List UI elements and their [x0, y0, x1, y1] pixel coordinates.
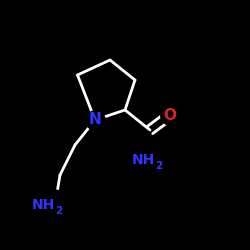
Text: NH: NH	[132, 153, 155, 167]
Text: O: O	[164, 108, 176, 122]
Text: NH: NH	[32, 198, 55, 212]
Text: 2: 2	[155, 161, 162, 171]
Text: N: N	[88, 112, 102, 128]
Text: 2: 2	[55, 206, 62, 216]
